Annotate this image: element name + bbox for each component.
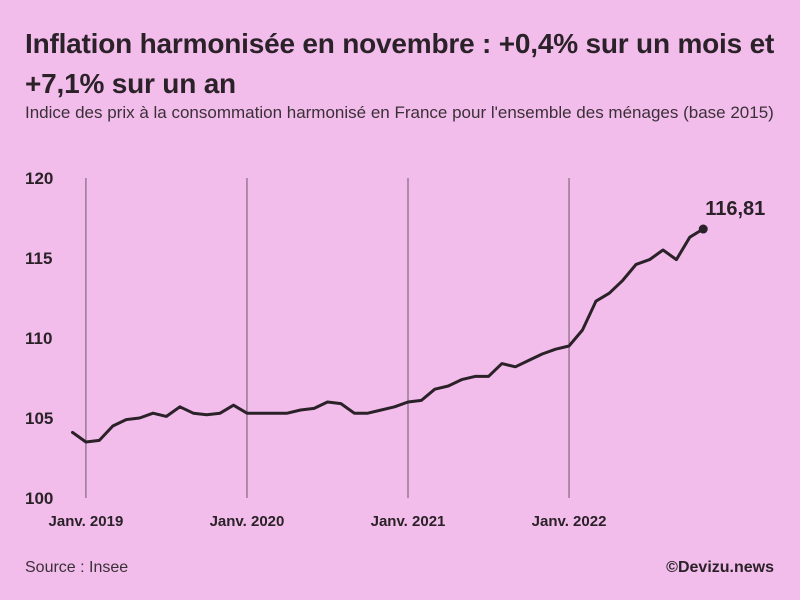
chart-title: Inflation harmonisée en novembre : +0,4%… (25, 28, 775, 99)
y-tick-label-110: 110 (25, 329, 52, 348)
credit-watermark: ©Devizu.news (666, 559, 774, 576)
x-tick-label-2: Janv. 2021 (371, 513, 446, 530)
y-tick-label-120: 120 (25, 169, 53, 188)
y-tick-label-100: 100 (25, 489, 53, 508)
source-note: Source : Insee (25, 559, 129, 576)
series-line (71, 227, 705, 444)
y-tick-label-105: 105 (25, 409, 53, 428)
chart-subtitle: Indice des prix à la consommation harmon… (25, 103, 774, 122)
y-tick-label-115: 115 (25, 249, 52, 268)
x-tick-label-3: Janv. 2022 (532, 513, 607, 530)
x-tick-label-1: Janv. 2020 (210, 513, 285, 530)
end-point-marker (698, 224, 708, 234)
x-tick-label-0: Janv. 2019 (49, 513, 124, 530)
end-value-label: 116,81 (705, 198, 765, 220)
